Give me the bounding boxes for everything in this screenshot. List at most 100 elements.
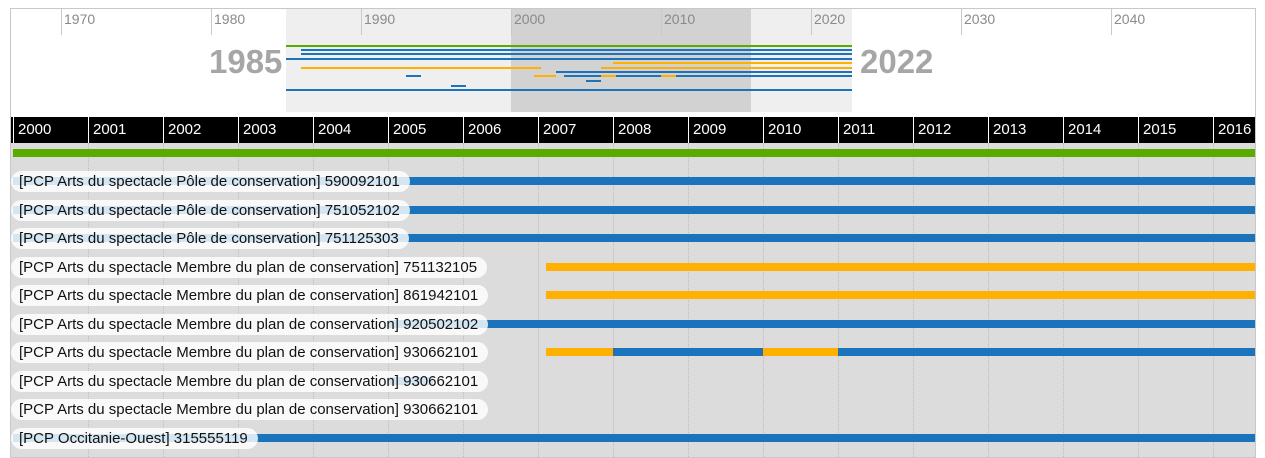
- grid-line: [1138, 143, 1139, 457]
- overview-bar: [601, 75, 616, 77]
- overview-year-label: 2030: [964, 11, 996, 27]
- overview-bar: [556, 71, 852, 73]
- year-label: 2009: [693, 121, 727, 138]
- overview-bar: [661, 75, 676, 77]
- overview-tick: [511, 9, 512, 35]
- year-cell: 2012: [913, 117, 988, 143]
- overview-bar: [451, 85, 466, 87]
- lane-label[interactable]: [PCP Arts du spectacle Membre du plan de…: [11, 257, 488, 278]
- overview-band[interactable]: 1970 1980 1990 2000 2010 2020 2030 2040 1985 20…: [11, 9, 1255, 112]
- year-label: 2007: [543, 121, 577, 138]
- main-timeline[interactable]: 2000 2001 2002 2003 2004 2005 2006 2007 2008 2009…: [11, 112, 1255, 457]
- overview-bar: [563, 75, 852, 77]
- grid-line: [913, 143, 914, 457]
- grid-line: [688, 143, 689, 457]
- grid-line: [988, 143, 989, 457]
- overview-bar: [613, 62, 852, 64]
- year-label: 2013: [993, 121, 1027, 138]
- grid-line: [763, 143, 764, 457]
- lane-bar[interactable]: [838, 348, 1255, 356]
- lane-bar[interactable]: [388, 320, 1255, 328]
- lane-label[interactable]: [PCP Arts du spectacle Membre du plan de…: [11, 371, 489, 392]
- overview-bar: [286, 58, 852, 60]
- overview-year-label: 2040: [1114, 11, 1146, 27]
- grid-line: [538, 143, 539, 457]
- overview-tick: [211, 9, 212, 35]
- lane-bar[interactable]: [13, 149, 1255, 157]
- overview-bar: [301, 53, 852, 55]
- year-cell: 2006: [463, 117, 538, 143]
- year-label: 2011: [843, 121, 876, 138]
- overview-bar: [586, 80, 601, 82]
- overview-year-label: 1990: [364, 11, 396, 27]
- lane-bar[interactable]: [13, 206, 1255, 214]
- year-cell: 2004: [313, 117, 388, 143]
- lane-bar[interactable]: [13, 234, 1255, 242]
- lane-bar[interactable]: [13, 177, 1255, 185]
- overview-tick: [1111, 9, 1112, 35]
- year-label: 2010: [768, 121, 802, 138]
- overview-bar: [286, 89, 852, 91]
- timeline-widget: 1970 1980 1990 2000 2010 2020 2030 2040 1985 20…: [10, 8, 1256, 458]
- overview-year-label: 2000: [514, 11, 546, 27]
- year-cell: 2001: [88, 117, 163, 143]
- lane-bar[interactable]: [545, 263, 1255, 271]
- lane-label[interactable]: [PCP Arts du spectacle Pôle de conservat…: [11, 171, 410, 192]
- year-label: 2005: [393, 121, 427, 138]
- grid-line: [1063, 143, 1064, 457]
- overview-tick: [61, 9, 62, 35]
- lane-label[interactable]: [PCP Arts du spectacle Pôle de conservat…: [11, 228, 409, 249]
- grid-line: [1213, 143, 1214, 457]
- overview-bar: [286, 45, 852, 47]
- year-cell: 2013: [988, 117, 1063, 143]
- lane-label[interactable]: [PCP Arts du spectacle Membre du plan de…: [11, 342, 489, 363]
- overview-tick: [811, 9, 812, 35]
- range-end-label: 2022: [860, 43, 934, 80]
- year-header: 2000 2001 2002 2003 2004 2005 2006 2007 2008 2009…: [11, 117, 1255, 143]
- year-cell: 2007: [538, 117, 613, 143]
- overview-tick: [961, 9, 962, 35]
- overview-bar: [406, 75, 421, 77]
- grid-line: [838, 143, 839, 457]
- year-label: 2016: [1218, 121, 1252, 138]
- lane-bar[interactable]: [763, 348, 838, 356]
- lane-label[interactable]: [PCP Arts du spectacle Pôle de conservat…: [11, 200, 410, 221]
- year-cell: 2010: [763, 117, 838, 143]
- lane-bar[interactable]: [13, 434, 1255, 442]
- lane-label[interactable]: [PCP Arts du spectacle Membre du plan de…: [11, 314, 489, 335]
- year-cell: 2014: [1063, 117, 1138, 143]
- year-cell: 2011: [838, 117, 913, 143]
- overview-year-label: 2010: [664, 11, 696, 27]
- overview-year-label: 1980: [214, 11, 246, 27]
- year-label: 2003: [243, 121, 277, 138]
- range-start-label: 1985: [209, 43, 283, 80]
- year-label: 2012: [918, 121, 952, 138]
- year-label: 2001: [93, 121, 127, 138]
- overview-bar: [301, 49, 852, 51]
- overview-bar: [601, 67, 852, 69]
- year-cell: 2003: [238, 117, 313, 143]
- overview-year-label: 2020: [814, 11, 846, 27]
- year-label: 2014: [1068, 121, 1102, 138]
- lane-bar[interactable]: [613, 348, 763, 356]
- year-label: 2015: [1143, 121, 1177, 138]
- overview-tick: [661, 9, 662, 35]
- year-label: 2000: [18, 121, 52, 138]
- lane-label[interactable]: [PCP Occitanie-Ouest] 315555119: [11, 428, 258, 449]
- year-cell: 2009: [688, 117, 763, 143]
- overview-visible-window[interactable]: [511, 9, 751, 112]
- year-label: 2008: [618, 121, 652, 138]
- year-cell: 2005: [388, 117, 463, 143]
- overview-bar: [533, 75, 556, 77]
- grid-line: [613, 143, 614, 457]
- year-cell: 2008: [613, 117, 688, 143]
- year-cell: 2015: [1138, 117, 1213, 143]
- lane-label[interactable]: [PCP Arts du spectacle Membre du plan de…: [11, 399, 489, 420]
- overview-bar: [301, 67, 541, 69]
- lane-bar[interactable]: [545, 348, 613, 356]
- lane-label[interactable]: [PCP Arts du spectacle Membre du plan de…: [11, 285, 489, 306]
- lane-bar[interactable]: [545, 291, 1255, 299]
- overview-tick: [361, 9, 362, 35]
- year-label: 2004: [318, 121, 352, 138]
- overview-year-label: 1970: [64, 11, 96, 27]
